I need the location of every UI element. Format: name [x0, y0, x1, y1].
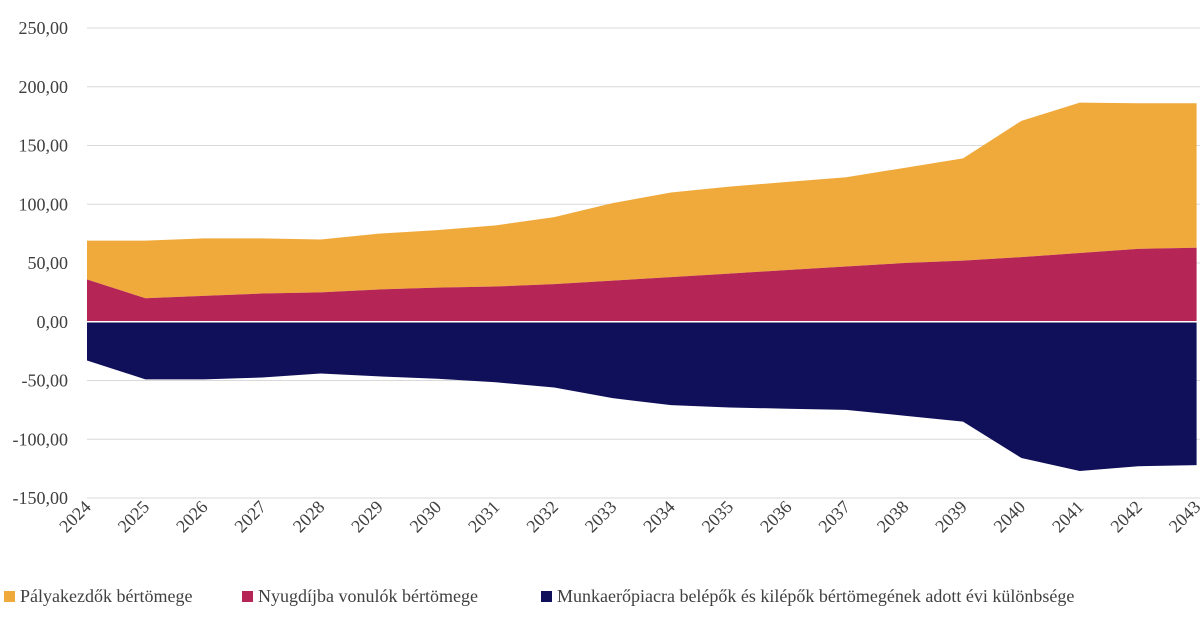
y-tick-label: 0,00	[37, 312, 69, 332]
x-tick-label: 2027	[230, 497, 270, 537]
y-tick-label: 250,00	[19, 18, 69, 38]
legend-label: Pályakezdők bértömege	[20, 586, 192, 606]
y-tick-label: -100,00	[13, 429, 69, 449]
area-palyakezdok	[87, 102, 1197, 299]
x-tick-label: 2035	[698, 497, 738, 537]
area-kulonbseg	[87, 321, 1197, 471]
x-tick-label: 2029	[347, 497, 387, 537]
legend: Pályakezdők bértömege Nyugdíjba vonulók b…	[4, 586, 1074, 606]
x-tick-label: 2034	[639, 497, 679, 537]
y-tick-label: -150,00	[13, 488, 69, 508]
legend-item: Pályakezdők bértömege	[4, 586, 192, 606]
legend-swatch	[541, 591, 552, 602]
y-tick-label: 200,00	[19, 77, 69, 97]
x-tick-label: 2037	[814, 497, 854, 537]
legend-swatch	[242, 591, 253, 602]
x-tick-label: 2030	[406, 497, 446, 537]
x-tick-label: 2026	[172, 497, 212, 537]
legend-item: Nyugdíjba vonulók bértömege	[242, 586, 478, 606]
area-nyugdijba-vonulok	[87, 247, 1197, 322]
legend-label: Munkaerőpiacra belépők és kilépők bértöm…	[557, 586, 1074, 606]
x-tick-label: 2042	[1106, 497, 1146, 537]
x-tick-label: 2031	[464, 497, 504, 537]
x-tick-label: 2032	[522, 497, 562, 537]
y-tick-label: -50,00	[22, 371, 69, 391]
legend-item: Munkaerőpiacra belépők és kilépők bértöm…	[541, 586, 1074, 606]
x-tick-label: 2043	[1165, 497, 1200, 537]
y-tick-label: 100,00	[19, 194, 69, 214]
y-tick-label: 150,00	[19, 136, 69, 156]
x-tick-label: 2033	[581, 497, 621, 537]
x-tick-label: 2028	[289, 497, 329, 537]
x-axis-tick-labels: 2024 2025 2026 2027 2028 2029 2030 2031 2032 2033…	[55, 497, 1200, 537]
legend-label: Nyugdíjba vonulók bértömege	[258, 586, 478, 606]
x-tick-label: 2041	[1048, 497, 1088, 537]
x-tick-label: 2036	[756, 497, 796, 537]
y-axis-tick-labels: 250,00 200,00 150,00 100,00 50,00 0,00 -50,00 -…	[13, 18, 69, 508]
y-tick-label: 50,00	[28, 253, 69, 273]
legend-swatch	[4, 591, 15, 602]
chart-areas	[87, 102, 1197, 471]
x-tick-label: 2039	[931, 497, 971, 537]
x-tick-label: 2038	[873, 497, 913, 537]
x-tick-label: 2025	[114, 497, 154, 537]
x-tick-label: 2040	[990, 497, 1030, 537]
